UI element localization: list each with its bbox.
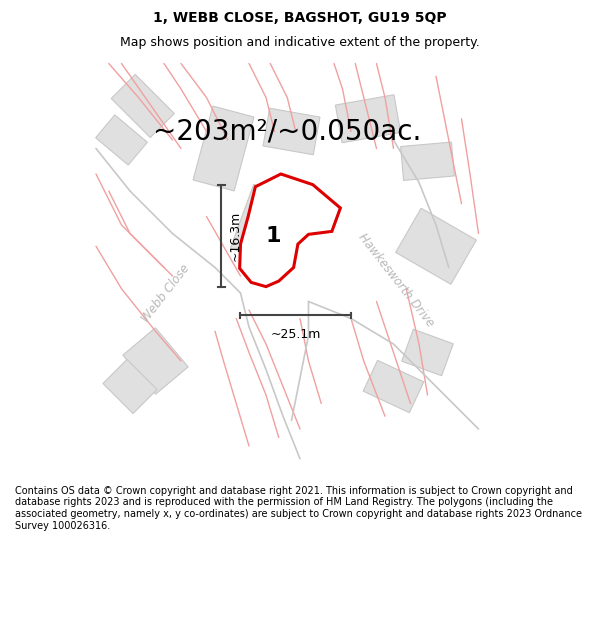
Text: ~203m²/~0.050ac.: ~203m²/~0.050ac.: [153, 118, 421, 146]
Polygon shape: [401, 142, 454, 181]
Polygon shape: [335, 95, 401, 142]
Polygon shape: [239, 174, 340, 287]
Polygon shape: [263, 108, 320, 155]
Polygon shape: [193, 106, 254, 191]
Polygon shape: [111, 74, 175, 138]
Polygon shape: [95, 115, 148, 165]
Polygon shape: [363, 361, 424, 413]
Polygon shape: [103, 359, 157, 414]
Polygon shape: [230, 184, 302, 266]
Text: 1, WEBB CLOSE, BAGSHOT, GU19 5QP: 1, WEBB CLOSE, BAGSHOT, GU19 5QP: [153, 11, 447, 25]
Text: 1: 1: [266, 226, 281, 246]
Text: Map shows position and indicative extent of the property.: Map shows position and indicative extent…: [120, 36, 480, 49]
Text: ~25.1m: ~25.1m: [270, 328, 320, 341]
Polygon shape: [395, 208, 476, 284]
Text: Contains OS data © Crown copyright and database right 2021. This information is : Contains OS data © Crown copyright and d…: [15, 486, 582, 531]
Polygon shape: [402, 329, 453, 376]
Text: Hawkesworth Drive: Hawkesworth Drive: [355, 231, 436, 329]
Text: Webb Close: Webb Close: [140, 261, 193, 324]
Text: ~16.3m: ~16.3m: [229, 211, 242, 261]
Polygon shape: [123, 328, 188, 394]
